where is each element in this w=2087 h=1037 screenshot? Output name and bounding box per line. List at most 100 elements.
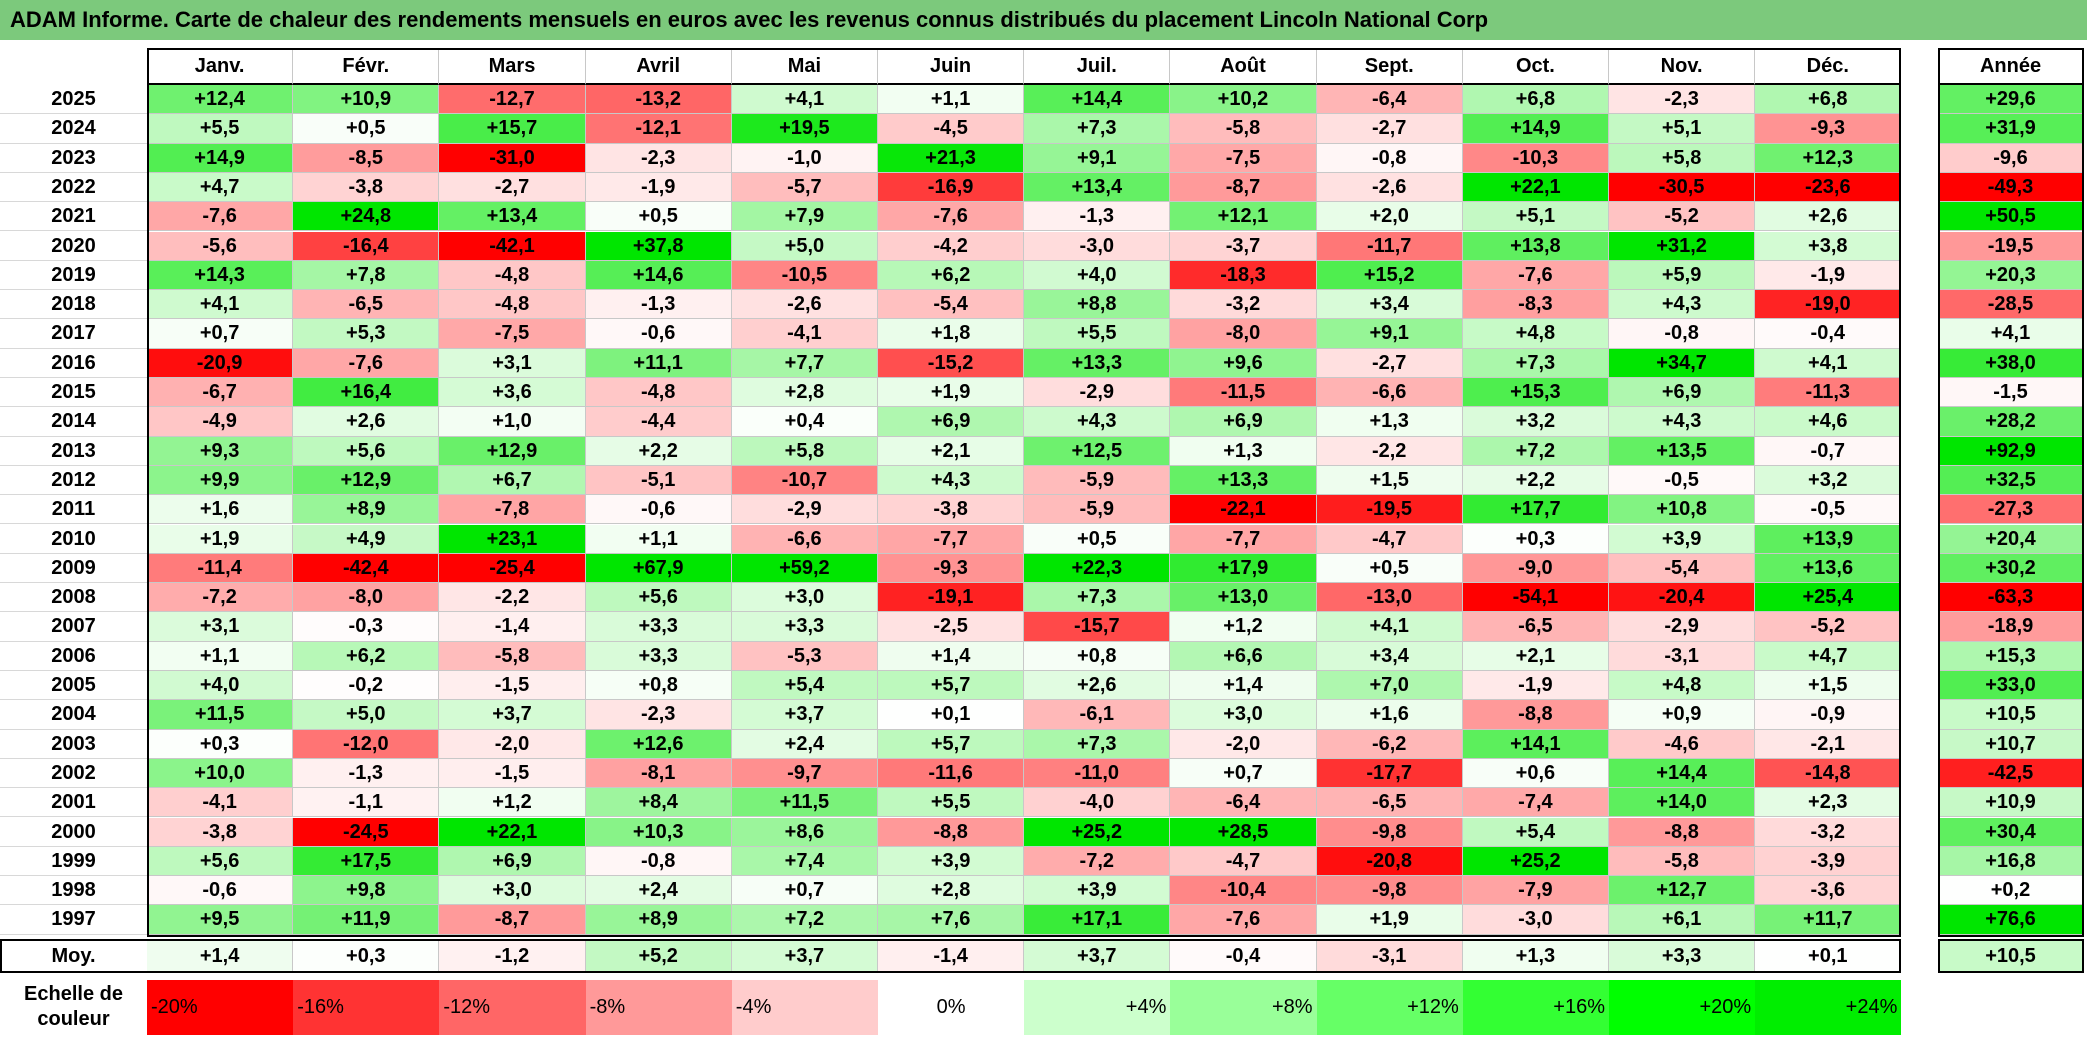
chart-title: ADAM Informe. Carte de chaleur des rende…	[0, 0, 2087, 40]
heatmap-cell: -1,3	[293, 758, 440, 789]
heatmap-cell: +13,3	[1170, 465, 1317, 496]
heatmap-cell: -6,2	[1316, 729, 1463, 759]
month-header: Janv.	[147, 48, 294, 85]
heatmap-cell: +9,5	[147, 905, 294, 935]
year-label: 2011	[0, 495, 147, 525]
year-label: 2006	[0, 641, 147, 671]
heatmap-cell: +7,2	[1462, 436, 1609, 466]
heatmap-cell: +3,3	[585, 641, 732, 671]
heatmap-cell: -7,8	[439, 495, 586, 525]
heatmap-cell: +7,3	[1024, 583, 1171, 613]
heatmap-cell: -5,4	[1609, 553, 1756, 584]
heatmap-cell: -3,2	[1755, 817, 1902, 847]
heatmap-cell: +12,3	[1755, 143, 1902, 173]
heatmap-cell: +9,9	[147, 465, 294, 496]
heatmap-cell: -5,9	[1024, 495, 1171, 525]
year-total-cell: +20,4	[1938, 524, 2084, 554]
heatmap-cell: +7,6	[878, 905, 1025, 935]
heatmap-cell: +17,7	[1462, 495, 1609, 525]
heatmap-cell: +5,6	[585, 583, 732, 613]
heatmap-cell: +3,0	[731, 583, 878, 613]
heatmap-cell: +13,0	[1170, 583, 1317, 613]
heatmap-cell: +1,4	[878, 641, 1025, 671]
heatmap-cell: -6,5	[1462, 612, 1609, 642]
heatmap-cell: -19,0	[1755, 290, 1902, 320]
heatmap-cell: +2,1	[1462, 641, 1609, 671]
heatmap-cell: +2,8	[731, 378, 878, 408]
color-scale-label: Echelle de couleur	[24, 983, 123, 1030]
heatmap-cell: -4,0	[1024, 788, 1171, 818]
year-label: 2018	[0, 290, 147, 320]
heatmap-cell: -23,6	[1755, 172, 1902, 203]
month-header: Juil.	[1024, 48, 1171, 85]
heatmap-cell: +31,2	[1609, 231, 1756, 261]
heatmap-cell: +7,3	[1462, 348, 1609, 378]
average-cell: -0,4	[1170, 938, 1317, 973]
heatmap-cell: +59,2	[731, 553, 878, 584]
heatmap-cell: -4,6	[1609, 729, 1756, 759]
heatmap-cell: -2,7	[439, 172, 586, 203]
heatmap-cell: +15,2	[1316, 260, 1463, 291]
heatmap-cell: -10,5	[731, 260, 878, 291]
heatmap-cell: +22,1	[1462, 172, 1609, 203]
heatmap-cell: -20,8	[1316, 846, 1463, 877]
heatmap-cell: -8,8	[878, 817, 1025, 847]
heatmap-cell: +4,3	[1609, 407, 1756, 437]
heatmap-cell: -2,3	[585, 143, 732, 173]
average-cell: +3,7	[1024, 938, 1171, 973]
heatmap-cell: -2,9	[1024, 378, 1171, 408]
heatmap-cell: +7,9	[731, 202, 878, 232]
heatmap-cell: +5,5	[878, 788, 1025, 818]
heatmap-cell: -0,7	[1755, 436, 1902, 466]
heatmap-cell: +5,7	[878, 729, 1025, 759]
heatmap-cell: -1,3	[585, 290, 732, 320]
heatmap-cell: +5,0	[731, 231, 878, 261]
heatmap-cell: +0,5	[1024, 524, 1171, 554]
heatmap-cell: -9,8	[1316, 817, 1463, 847]
heatmap-cell: +3,3	[731, 612, 878, 642]
year-label: 2008	[0, 583, 147, 613]
heatmap-cell: -10,7	[731, 465, 878, 496]
heatmap-cell: +15,3	[1462, 378, 1609, 408]
heatmap-cell: +11,9	[293, 905, 440, 935]
heatmap-cell: +34,7	[1609, 348, 1756, 378]
heatmap-cell: +0,3	[1462, 524, 1609, 554]
heatmap-cell: +0,5	[1316, 553, 1463, 584]
color-scale-swatch: -16%	[293, 980, 440, 1035]
heatmap-cell: +25,2	[1024, 817, 1171, 847]
heatmap-cell: -5,4	[878, 290, 1025, 320]
heatmap-cell: +0,4	[731, 407, 878, 437]
heatmap-cell: +37,8	[585, 231, 732, 261]
heatmap-cell: +11,1	[585, 348, 732, 378]
heatmap-cell: -8,1	[585, 758, 732, 789]
heatmap-cell: +6,7	[439, 465, 586, 496]
average-cell: +3,3	[1609, 938, 1756, 973]
heatmap-cell: -1,9	[585, 172, 732, 203]
year-label: 2017	[0, 319, 147, 349]
heatmap-cell: +13,5	[1609, 436, 1756, 466]
average-label: Moy.	[0, 938, 147, 973]
year-total-cell: +33,0	[1938, 671, 2084, 701]
heatmap-cell: -3,8	[878, 495, 1025, 525]
heatmap-cell: -1,5	[439, 758, 586, 789]
heatmap-cell: -3,6	[1755, 876, 1902, 906]
year-total-cell: +4,1	[1938, 319, 2084, 349]
color-scale-swatch: -12%	[439, 980, 586, 1035]
heatmap-cell: -16,4	[293, 231, 440, 261]
heatmap-cell: -5,1	[585, 465, 732, 496]
heatmap-cell: -3,9	[1755, 846, 1902, 877]
heatmap-cell: +14,9	[1462, 114, 1609, 144]
heatmap-cell: +1,1	[878, 85, 1025, 115]
heatmap-cell: +3,8	[1755, 231, 1902, 261]
heatmap-cell: +3,3	[585, 612, 732, 642]
heatmap-cell: +5,3	[293, 319, 440, 349]
year-total-cell: -28,5	[1938, 290, 2084, 320]
heatmap-cell: -6,1	[1024, 700, 1171, 730]
heatmap-cell: -4,8	[439, 290, 586, 320]
heatmap-cell: -20,9	[147, 348, 294, 378]
heatmap-cell: +3,0	[1170, 700, 1317, 730]
heatmap-cell: +0,7	[731, 876, 878, 906]
heatmap-cell: -3,1	[1609, 641, 1756, 671]
heatmap-cell: +13,4	[1024, 172, 1171, 203]
heatmap-cell: +14,0	[1609, 788, 1756, 818]
